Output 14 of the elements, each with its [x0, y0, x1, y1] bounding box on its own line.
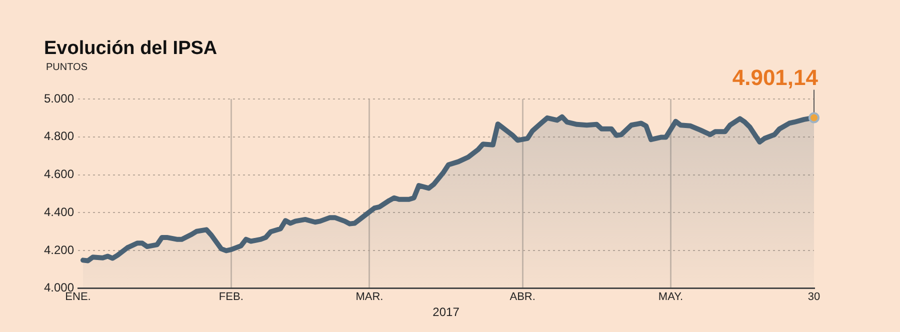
y-tick-label: 5.000 — [44, 91, 74, 106]
x-tick-label: MAR. — [356, 291, 384, 304]
x-tick-label: 30 — [808, 291, 820, 304]
x-tick-label: ABR. — [510, 291, 536, 304]
annotation: 4.901,14 — [732, 64, 819, 90]
y-tick-label: 4.200 — [44, 242, 74, 257]
x-axis-title: 2017 — [432, 305, 460, 320]
y-tick-label: 4.600 — [44, 167, 74, 182]
y-axis-title: PUNTOS — [46, 62, 88, 73]
y-tick-label: 4.800 — [44, 129, 74, 144]
chart-title: Evolución del IPSA — [44, 38, 218, 60]
x-tick-label: MAY. — [658, 291, 684, 304]
x-tick-label: FEB. — [218, 291, 244, 304]
y-tick-label: 4.400 — [44, 204, 74, 219]
